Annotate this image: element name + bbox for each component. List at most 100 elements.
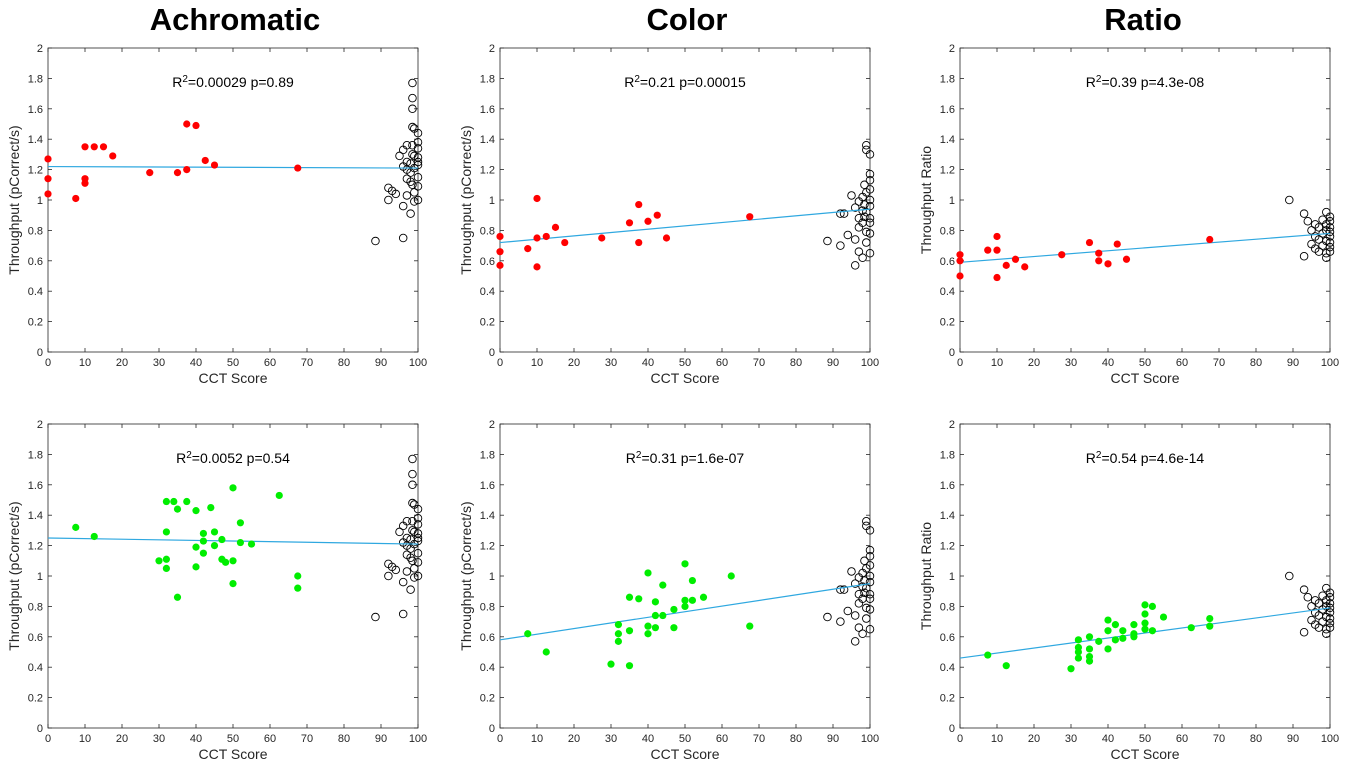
data-point-filled bbox=[72, 523, 80, 531]
y-tick-label: 1.2 bbox=[480, 165, 495, 177]
y-tick-label: 0.8 bbox=[480, 225, 495, 237]
data-point-open bbox=[391, 189, 401, 199]
data-point-open bbox=[1325, 608, 1335, 617]
data-point-filled bbox=[1187, 624, 1195, 632]
data-point-open bbox=[410, 151, 419, 161]
data-point-filled bbox=[688, 596, 697, 604]
y-tick-label: 1 bbox=[489, 571, 495, 583]
data-point-open bbox=[410, 564, 419, 573]
data-point-open bbox=[1299, 209, 1309, 218]
data-point-open bbox=[413, 520, 423, 529]
data-point-open bbox=[839, 585, 849, 594]
data-point-open bbox=[865, 571, 875, 581]
y-tick-label: 1.2 bbox=[940, 541, 955, 553]
x-tick-label: 40 bbox=[642, 733, 654, 745]
data-point-filled bbox=[681, 596, 689, 604]
fit-line bbox=[47, 537, 419, 545]
data-point-filled bbox=[670, 624, 678, 632]
data-point-open bbox=[1299, 585, 1309, 594]
x-tick-label: 100 bbox=[409, 733, 427, 745]
data-point-open bbox=[1325, 599, 1335, 608]
y-tick-label: 1.8 bbox=[28, 449, 43, 461]
x-tick-label: 90 bbox=[827, 357, 839, 369]
data-point-filled bbox=[1085, 633, 1094, 641]
data-point-open bbox=[850, 579, 860, 588]
y-tick-label: 0.8 bbox=[940, 601, 955, 613]
data-point-filled bbox=[651, 611, 660, 620]
data-point-open bbox=[850, 611, 860, 620]
x-axis-label: CCT Score bbox=[651, 370, 720, 386]
stat-annotation: R2=0.39 p=4.3e-08 bbox=[1086, 74, 1205, 91]
data-point-open bbox=[850, 261, 860, 270]
data-point-open bbox=[865, 594, 875, 604]
data-point-filled bbox=[218, 535, 226, 544]
x-tick-label: 80 bbox=[1250, 733, 1262, 745]
data-point-filled bbox=[155, 557, 163, 565]
y-tick-label: 0 bbox=[489, 347, 495, 359]
data-point-open bbox=[410, 188, 419, 197]
x-tick-label: 90 bbox=[1287, 357, 1299, 369]
data-point-open bbox=[823, 612, 832, 622]
data-point-filled bbox=[614, 630, 623, 638]
data-point-filled bbox=[1104, 627, 1112, 635]
x-tick-label: 30 bbox=[605, 357, 617, 369]
data-point-filled bbox=[1111, 636, 1119, 644]
data-point-filled bbox=[1085, 645, 1094, 653]
data-point-open bbox=[858, 629, 867, 639]
data-point-open bbox=[413, 533, 423, 543]
x-tick-label: 90 bbox=[1287, 733, 1299, 745]
data-point-open bbox=[862, 238, 871, 247]
data-point-open bbox=[1325, 217, 1335, 226]
data-point-open bbox=[413, 144, 423, 153]
x-tick-label: 30 bbox=[153, 357, 165, 369]
data-point-filled bbox=[993, 273, 1001, 282]
x-tick-label: 60 bbox=[716, 357, 728, 369]
data-point-filled bbox=[44, 175, 52, 183]
data-point-open bbox=[406, 209, 415, 218]
y-axis-label: Throughput (pCorrect/s) bbox=[6, 501, 22, 650]
data-point-filled bbox=[1058, 251, 1066, 259]
data-point-filled bbox=[1119, 627, 1127, 635]
data-point-open bbox=[408, 122, 417, 132]
y-tick-label: 1.4 bbox=[28, 510, 43, 522]
data-point-filled bbox=[1206, 614, 1214, 623]
data-point-open bbox=[1325, 238, 1335, 247]
y-tick-label: 0.8 bbox=[480, 601, 495, 613]
data-point-filled bbox=[1021, 263, 1029, 271]
stat-annotation: R2=0.00029 p=0.89 bbox=[172, 74, 294, 91]
y-tick-label: 1.2 bbox=[480, 541, 495, 553]
data-point-open bbox=[402, 517, 412, 526]
plot-frame bbox=[47, 423, 419, 729]
data-point-open bbox=[384, 571, 393, 581]
y-tick-label: 1.8 bbox=[28, 73, 43, 85]
data-point-filled bbox=[1067, 665, 1075, 673]
y-tick-label: 0.6 bbox=[480, 256, 495, 268]
data-point-filled bbox=[1148, 602, 1156, 611]
data-point-filled bbox=[496, 248, 504, 256]
data-point-filled bbox=[1206, 622, 1214, 630]
data-point-open bbox=[836, 241, 845, 250]
data-point-filled bbox=[90, 532, 98, 541]
data-point-open bbox=[1303, 593, 1313, 602]
x-tick-label: 100 bbox=[1321, 357, 1339, 369]
data-point-filled bbox=[1113, 240, 1121, 248]
x-tick-label: 60 bbox=[264, 733, 276, 745]
data-point-filled bbox=[607, 660, 615, 668]
data-point-filled bbox=[229, 557, 237, 565]
x-tick-label: 80 bbox=[1250, 357, 1262, 369]
stat-annotation: R2=0.31 p=1.6e-07 bbox=[626, 450, 745, 467]
data-point-open bbox=[1299, 251, 1309, 261]
data-point-filled bbox=[90, 143, 98, 151]
x-tick-label: 0 bbox=[497, 357, 503, 369]
x-tick-label: 20 bbox=[116, 357, 128, 369]
data-point-filled bbox=[496, 261, 504, 269]
data-point-open bbox=[413, 182, 423, 191]
data-point-filled bbox=[199, 529, 207, 538]
data-point-filled bbox=[192, 563, 200, 571]
data-point-open bbox=[865, 201, 875, 211]
x-tick-label: 70 bbox=[753, 357, 765, 369]
data-point-filled bbox=[162, 528, 170, 536]
x-tick-label: 100 bbox=[861, 733, 879, 745]
data-point-open bbox=[391, 565, 401, 575]
data-point-filled bbox=[1095, 637, 1103, 645]
